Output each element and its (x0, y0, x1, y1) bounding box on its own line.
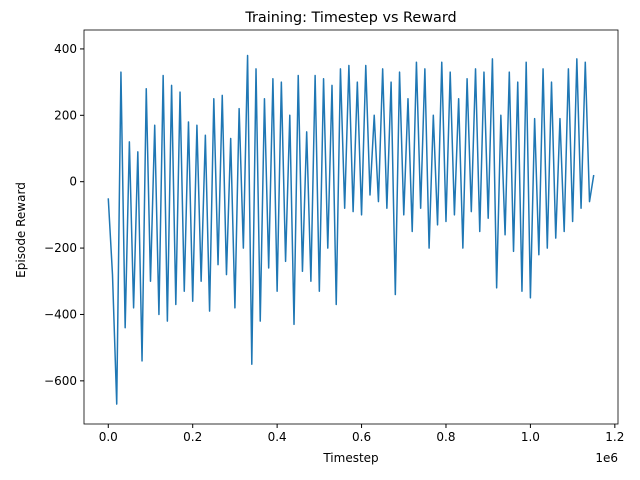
x-tick-label: 0.4 (268, 430, 287, 444)
y-tick-label: 200 (54, 108, 77, 122)
x-tick-label: 0.2 (183, 430, 202, 444)
x-tick-label: 0.0 (99, 430, 118, 444)
plot-frame (83, 29, 619, 425)
y-tick-label: −400 (44, 307, 77, 321)
x-offset-label: 1e6 (595, 451, 618, 465)
x-tick-label: 1.0 (521, 430, 540, 444)
y-tick-label: −200 (44, 241, 77, 255)
x-tick-label: 1.2 (605, 430, 624, 444)
x-tick-label: 0.8 (436, 430, 455, 444)
x-tick-label: 0.6 (352, 430, 371, 444)
y-tick-label: 400 (54, 42, 77, 56)
y-axis-label: Episode Reward (14, 182, 28, 278)
y-tick-label: 0 (69, 175, 77, 189)
y-tick-label: −600 (44, 374, 77, 388)
data-line (107, 54, 595, 405)
x-axis-label: Timestep (322, 451, 378, 465)
chart-title: Training: Timestep vs Reward (244, 10, 456, 26)
